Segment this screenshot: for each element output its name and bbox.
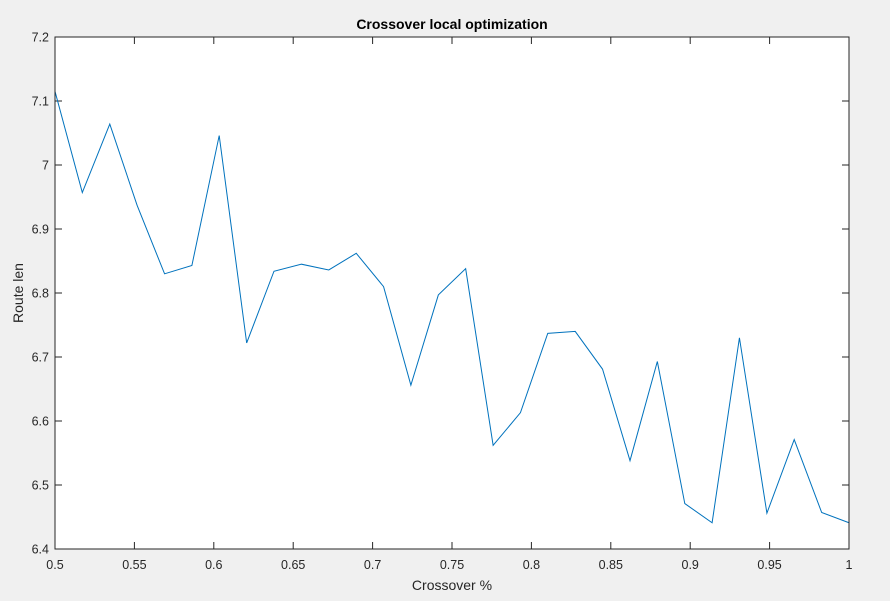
y-tick-label: 6.5 [32,479,49,493]
y-tick-label: 6.4 [32,543,49,557]
chart-title: Crossover local optimization [356,16,547,32]
x-tick-label: 0.8 [523,558,540,572]
y-axis-label: Route len [10,263,26,323]
x-axis-label: Crossover % [412,577,492,593]
x-tick-label: 0.95 [757,558,781,572]
x-tick-label: 0.75 [440,558,464,572]
y-tick-label: 7.2 [32,31,49,45]
x-tick-label: 0.85 [599,558,623,572]
y-tick-label: 6.7 [32,351,49,365]
y-tick-label: 6.9 [32,223,49,237]
x-tick-label: 1 [846,558,853,572]
x-tick-label: 0.6 [205,558,222,572]
x-tick-label: 0.65 [281,558,305,572]
tick-labels: 0.5 0.55 0.6 0.65 0.7 0.75 0.8 0.85 0.9 0.95 1 6.4 6… [32,31,853,573]
y-tick-label: 6.8 [32,287,49,301]
y-tick-label: 6.6 [32,415,49,429]
y-tick-label: 7 [42,159,49,173]
axes-box [54,36,850,550]
x-tick-label: 0.5 [46,558,63,572]
axes-background [55,37,849,549]
series-line [54,91,850,524]
x-tick-label: 0.9 [682,558,699,572]
x-tick-label: 0.55 [122,558,146,572]
x-tick-label: 0.7 [364,558,381,572]
y-tick-label: 7.1 [32,95,49,109]
